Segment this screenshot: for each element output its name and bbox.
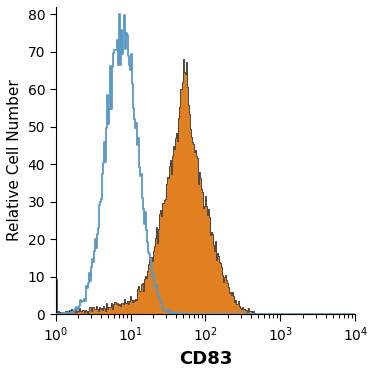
X-axis label: CD83: CD83 [179,350,232,368]
Y-axis label: Relative Cell Number: Relative Cell Number [7,80,22,242]
